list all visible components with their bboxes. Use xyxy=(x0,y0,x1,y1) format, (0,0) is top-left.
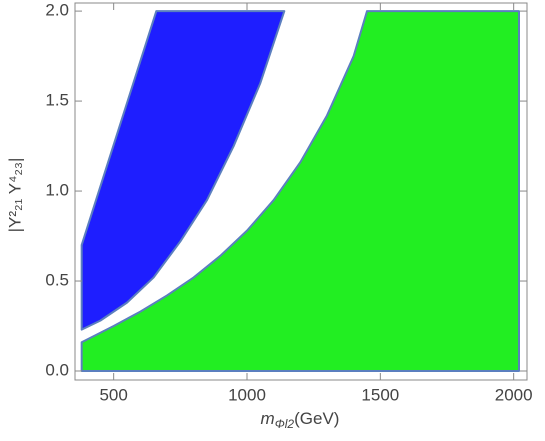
y-tick-label: 0.0 xyxy=(45,360,69,379)
y-tick-label: 1.0 xyxy=(45,181,69,200)
x-axis-label: mΦl2(GeV) xyxy=(261,409,340,431)
x-tick-label: 2000 xyxy=(495,385,533,404)
y-tick-label: 1.5 xyxy=(45,91,69,110)
x-label-symbol: m xyxy=(261,409,275,428)
x-tick-label: 1500 xyxy=(361,385,399,404)
x-tick-label: 1000 xyxy=(228,385,266,404)
y-tick-label: 0.5 xyxy=(45,271,69,290)
x-label-unit: (GeV) xyxy=(294,409,339,428)
region xyxy=(80,10,520,373)
region xyxy=(80,10,286,331)
x-label-subscript: Φl2 xyxy=(275,417,295,431)
x-tick-label: 500 xyxy=(99,385,127,404)
y-axis-label: |Y²₂₁ Y⁴₂₃| xyxy=(5,158,24,233)
y-tick-label: 2.0 xyxy=(45,1,69,20)
